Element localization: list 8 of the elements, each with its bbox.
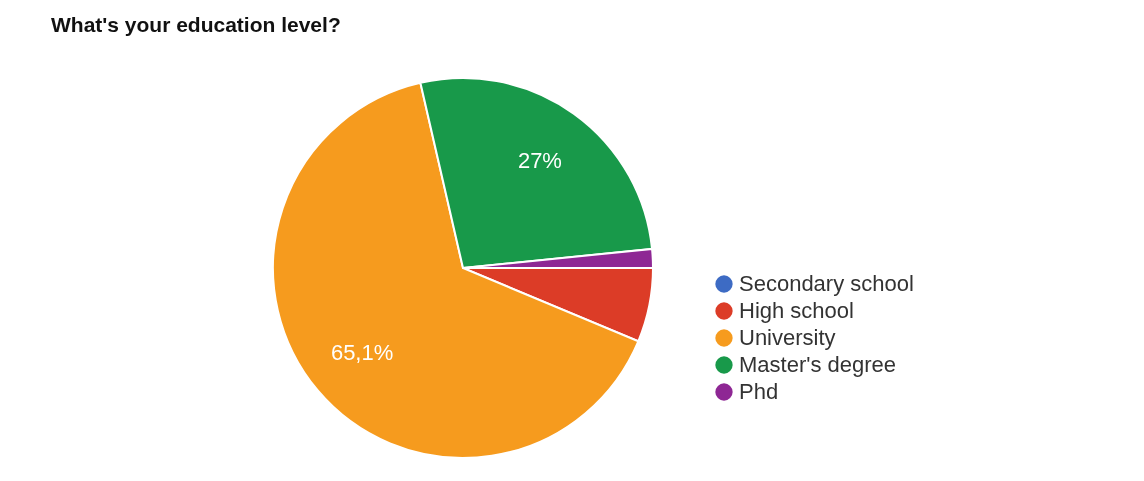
chart-title: What's your education level? bbox=[51, 13, 341, 36]
data-label: 65,1% bbox=[330, 340, 394, 366]
legend-label: Master's degree bbox=[739, 352, 897, 377]
data-label: 27% bbox=[517, 147, 562, 173]
legend-label: Phd bbox=[739, 379, 779, 404]
legend-label: University bbox=[739, 325, 836, 350]
legend-label: High school bbox=[739, 298, 854, 323]
legend-label: Secondary school bbox=[739, 271, 914, 296]
